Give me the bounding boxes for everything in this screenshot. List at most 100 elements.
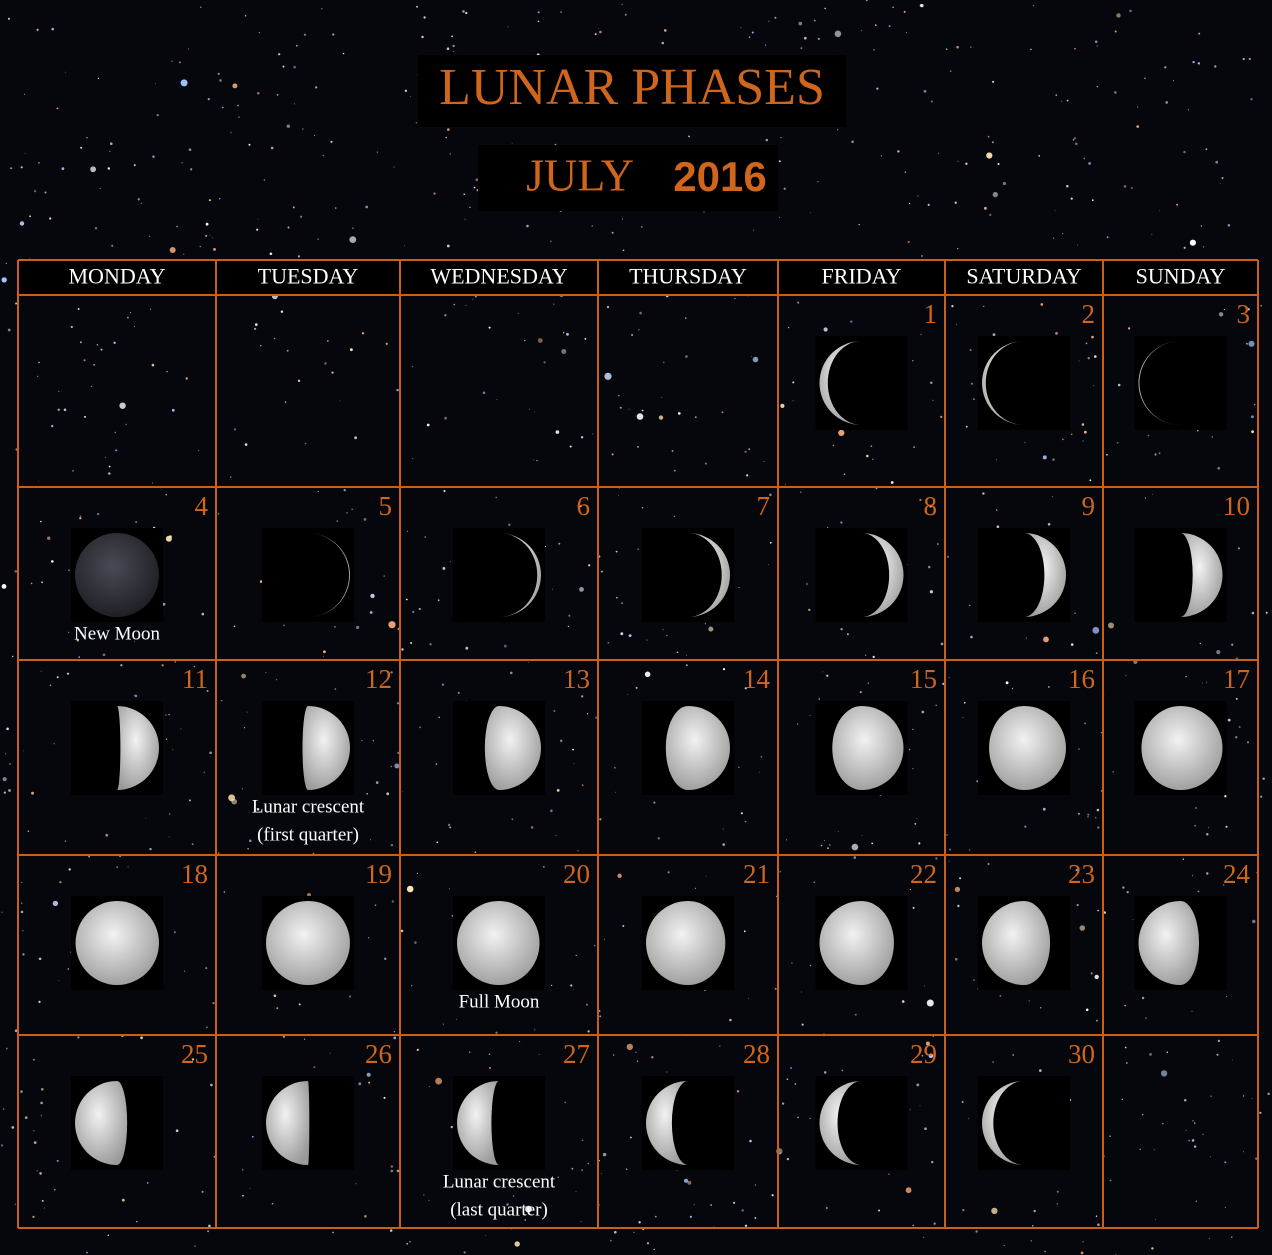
star: [350, 348, 353, 351]
star: [633, 1232, 634, 1233]
star: [1239, 726, 1241, 728]
star: [623, 250, 625, 252]
star: [947, 556, 949, 558]
star: [9, 763, 11, 765]
star: [1251, 415, 1254, 418]
star: [38, 162, 40, 164]
star: [1235, 736, 1237, 738]
star: [1225, 826, 1227, 828]
star: [397, 702, 399, 704]
star: [992, 1061, 994, 1063]
star: [1183, 859, 1184, 860]
star: [377, 152, 378, 153]
star: [172, 409, 175, 412]
star: [68, 968, 69, 969]
weekday-label: FRIDAY: [822, 264, 902, 289]
star: [1203, 1134, 1204, 1135]
star: [814, 20, 816, 22]
star: [957, 161, 958, 162]
star: [630, 1137, 632, 1139]
star: [1152, 494, 1153, 495]
star: [1263, 778, 1265, 780]
star: [10, 167, 12, 169]
star: [653, 802, 655, 804]
star: [1055, 210, 1056, 211]
star: [489, 1053, 491, 1055]
star: [666, 635, 667, 636]
star: [754, 1217, 756, 1219]
star: [737, 1090, 739, 1092]
moon-caption: Lunar crescent: [443, 1171, 556, 1192]
star: [946, 834, 947, 835]
star: [587, 713, 588, 714]
star: [638, 329, 639, 330]
star: [241, 674, 246, 679]
star: [170, 247, 176, 253]
day-number: 26: [365, 1039, 392, 1069]
star: [296, 45, 298, 47]
star: [34, 1141, 37, 1144]
star: [570, 984, 572, 986]
star: [391, 1170, 394, 1173]
star: [1048, 686, 1049, 687]
star: [84, 359, 86, 361]
day-number: 27: [563, 1039, 590, 1069]
star: [921, 255, 922, 256]
star: [2, 584, 7, 589]
star: [563, 332, 564, 333]
star: [992, 141, 994, 143]
star: [749, 36, 751, 38]
star: [610, 1240, 612, 1242]
star: [539, 1054, 540, 1055]
star: [1173, 80, 1174, 81]
star: [1095, 817, 1096, 818]
star: [171, 61, 172, 62]
star: [852, 844, 859, 851]
star: [417, 1049, 419, 1051]
star: [15, 1204, 16, 1205]
star: [738, 767, 739, 768]
star: [705, 623, 706, 624]
star: [1, 912, 2, 913]
star: [861, 30, 862, 31]
star: [838, 831, 839, 832]
star: [265, 672, 266, 673]
star: [913, 907, 915, 909]
star: [110, 142, 113, 145]
star: [582, 784, 584, 786]
star: [617, 874, 621, 878]
star: [1206, 833, 1208, 835]
star: [1108, 623, 1114, 629]
moon-caption: New Moon: [74, 623, 161, 644]
star: [905, 171, 907, 173]
star: [1161, 1070, 1167, 1076]
star: [1066, 185, 1068, 187]
star: [40, 521, 42, 523]
star: [445, 137, 447, 139]
star: [373, 740, 374, 741]
star: [973, 398, 975, 400]
star: [795, 1083, 796, 1084]
star: [318, 491, 319, 492]
moon-caption: Lunar crescent: [252, 796, 365, 817]
star: [22, 930, 23, 931]
star: [115, 432, 116, 433]
star: [576, 1191, 577, 1192]
star: [790, 1067, 792, 1069]
star: [276, 1007, 278, 1009]
star: [914, 823, 916, 825]
star: [80, 516, 82, 518]
star: [447, 128, 450, 131]
star: [155, 83, 156, 84]
star: [349, 996, 351, 998]
moon: [457, 901, 540, 985]
star: [637, 413, 644, 420]
star: [283, 66, 285, 68]
star: [58, 980, 59, 981]
star: [1095, 41, 1098, 44]
star: [1145, 497, 1146, 498]
star: [734, 298, 736, 300]
star: [150, 309, 151, 310]
star: [526, 225, 529, 228]
star: [370, 611, 373, 614]
